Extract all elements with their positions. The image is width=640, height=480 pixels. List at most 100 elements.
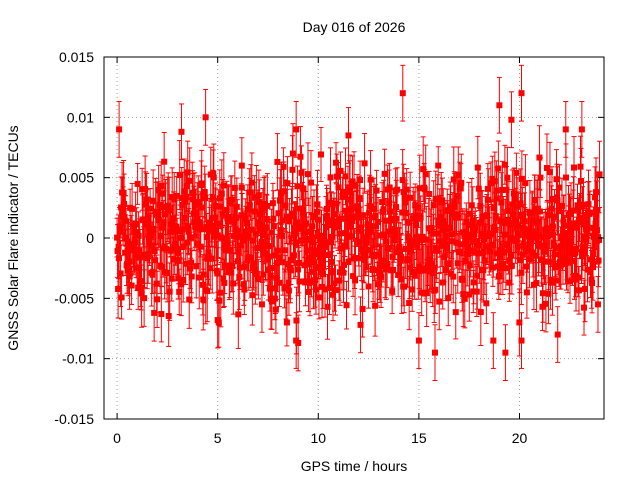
data-point xyxy=(293,126,300,133)
data-point xyxy=(260,204,267,211)
data-point xyxy=(305,228,312,235)
data-point xyxy=(210,174,217,181)
data-point xyxy=(390,266,397,273)
data-point xyxy=(439,279,446,286)
data-point xyxy=(348,233,355,240)
data-point xyxy=(117,228,124,235)
data-point xyxy=(173,192,180,199)
data-point xyxy=(555,208,562,215)
data-point xyxy=(266,285,273,292)
data-point xyxy=(442,267,449,274)
data-point xyxy=(594,227,601,234)
data-point xyxy=(490,205,497,212)
data-point xyxy=(142,201,149,208)
data-point xyxy=(583,236,590,243)
data-point xyxy=(455,214,462,221)
data-point xyxy=(248,226,255,233)
data-point xyxy=(199,204,206,211)
data-point xyxy=(182,198,189,205)
data-point xyxy=(434,195,441,202)
data-point xyxy=(269,200,276,207)
data-point xyxy=(469,237,476,244)
y-tick-label: -0.01 xyxy=(62,351,94,367)
data-point xyxy=(361,256,368,263)
data-point xyxy=(515,222,522,229)
data-point xyxy=(309,239,316,246)
data-point xyxy=(217,203,224,210)
data-point xyxy=(425,262,432,269)
data-point xyxy=(283,319,290,326)
data-point xyxy=(228,196,235,203)
data-point xyxy=(348,223,355,230)
data-point xyxy=(578,126,585,133)
data-point xyxy=(171,196,178,203)
data-point xyxy=(149,271,156,278)
data-point xyxy=(214,317,221,324)
data-point xyxy=(365,283,372,290)
data-point xyxy=(228,269,235,276)
data-point xyxy=(285,287,292,294)
data-point xyxy=(179,201,186,208)
data-point xyxy=(184,169,191,176)
data-point xyxy=(327,174,334,181)
data-point xyxy=(537,174,544,181)
data-point xyxy=(520,242,527,249)
data-point xyxy=(148,229,155,236)
data-point xyxy=(450,176,457,183)
data-point xyxy=(332,287,339,294)
data-point xyxy=(416,263,423,270)
data-point xyxy=(575,274,582,281)
data-point xyxy=(126,258,133,265)
data-point xyxy=(500,249,507,256)
data-point xyxy=(564,259,571,266)
data-point xyxy=(428,260,435,267)
data-point xyxy=(116,223,123,230)
data-point xyxy=(379,199,386,206)
data-point xyxy=(115,285,122,292)
data-point xyxy=(175,257,182,264)
data-point xyxy=(300,229,307,236)
data-point xyxy=(156,201,163,208)
data-point xyxy=(378,263,385,270)
data-point xyxy=(196,226,203,233)
data-point xyxy=(560,218,567,225)
data-point xyxy=(261,232,268,239)
data-point xyxy=(420,166,427,173)
data-point xyxy=(399,177,406,184)
data-point xyxy=(161,158,168,165)
data-point xyxy=(140,217,147,224)
data-point xyxy=(406,264,413,271)
data-point xyxy=(516,257,523,264)
data-point xyxy=(301,262,308,269)
data-point xyxy=(212,214,219,221)
data-point xyxy=(412,222,419,229)
data-point xyxy=(292,239,299,246)
data-point xyxy=(552,277,559,284)
data-point xyxy=(340,269,347,276)
data-point xyxy=(390,216,397,223)
data-point xyxy=(132,239,139,246)
data-point xyxy=(346,188,353,195)
data-point xyxy=(241,263,248,270)
data-point xyxy=(354,205,361,212)
data-point xyxy=(459,276,466,283)
data-point xyxy=(178,194,185,201)
data-point xyxy=(312,247,319,254)
data-point xyxy=(417,267,424,274)
data-point xyxy=(233,232,240,239)
data-point xyxy=(172,241,179,248)
data-point xyxy=(574,202,581,209)
data-point xyxy=(395,271,402,278)
data-point xyxy=(322,239,329,246)
x-tick-label: 15 xyxy=(411,430,427,446)
data-point xyxy=(368,227,375,234)
data-point xyxy=(191,219,198,226)
data-point xyxy=(566,278,573,285)
data-point xyxy=(249,292,256,299)
data-point xyxy=(122,249,129,256)
data-point xyxy=(518,269,525,276)
data-point xyxy=(243,220,250,227)
data-point xyxy=(520,225,527,232)
data-point xyxy=(508,262,515,269)
data-point xyxy=(252,267,259,274)
